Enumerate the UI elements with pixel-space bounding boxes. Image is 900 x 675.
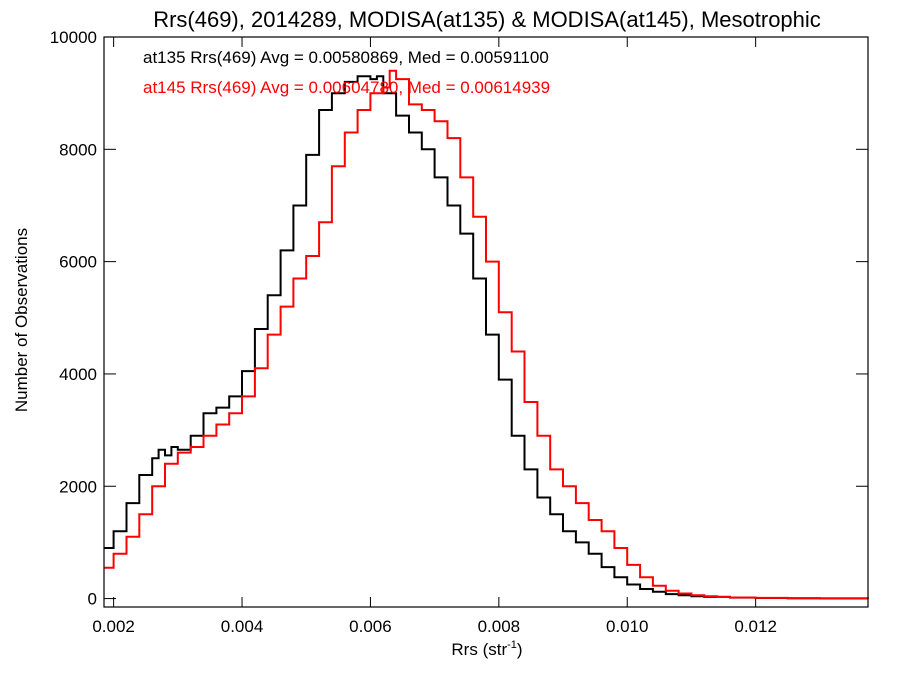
chart-title: Rrs(469), 2014289, MODISA(at135) & MODIS…: [153, 7, 821, 32]
x-axis-label-superscript: -1: [507, 639, 517, 651]
y-tick-label: 2000: [59, 477, 97, 496]
legend: at135 Rrs(469) Avg = 0.00580869, Med = 0…: [143, 48, 550, 97]
y-tick-label: 8000: [59, 140, 97, 159]
series-line-at145: [104, 69, 869, 600]
x-tick-label: 0.008: [478, 617, 521, 636]
x-axis-label-main: Rrs (str: [451, 640, 507, 659]
y-axis-label: Number of Observations: [12, 228, 31, 412]
x-tick-label: 0.002: [92, 617, 135, 636]
y-tick-label: 10000: [50, 28, 97, 47]
x-tick-label: 0.012: [734, 617, 777, 636]
x-axis-label: Rrs (str-1): [451, 639, 522, 659]
x-tick-label: 0.006: [349, 617, 392, 636]
series-annotation-at145: at145 Rrs(469) Avg = 0.00604780, Med = 0…: [143, 78, 550, 97]
series-line-at135: [104, 75, 869, 600]
plot-frame: [103, 36, 869, 608]
series-layer: [104, 69, 869, 600]
y-tick-label: 0: [88, 590, 97, 609]
x-tick-label: 0.004: [221, 617, 264, 636]
x-axis-label-close: ): [517, 640, 523, 659]
y-axis: 0 2000 4000 6000 8000 10000: [50, 28, 868, 609]
x-axis: 0.002 0.004 0.006 0.008 0.010 0.012: [92, 37, 777, 636]
y-tick-label: 4000: [59, 365, 97, 384]
y-tick-label: 6000: [59, 253, 97, 272]
series-annotation-at135: at135 Rrs(469) Avg = 0.00580869, Med = 0…: [143, 48, 549, 67]
x-tick-label: 0.010: [606, 617, 649, 636]
